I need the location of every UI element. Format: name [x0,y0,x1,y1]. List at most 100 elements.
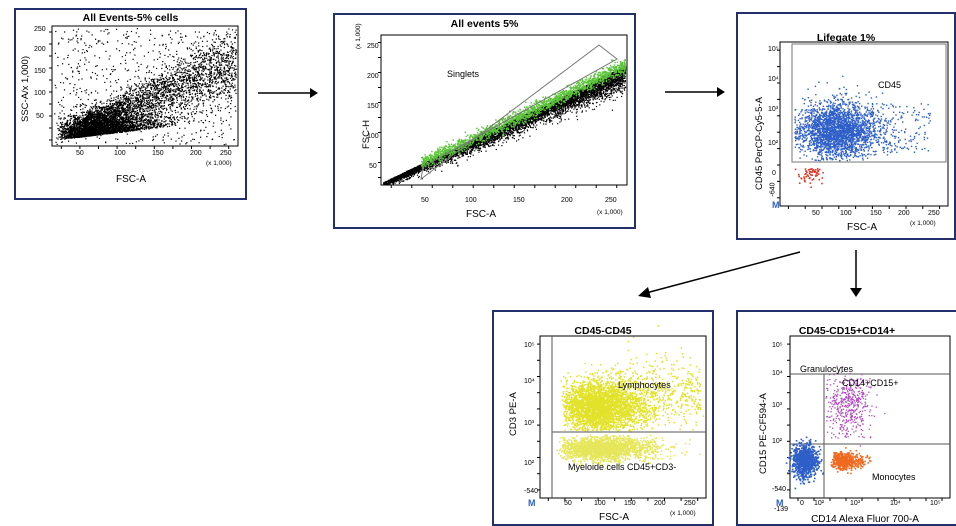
scatter-plot [777,41,949,209]
x-tick: 200 [561,197,573,204]
y-tick: 10³ [768,106,778,113]
event-dots [54,28,238,146]
y-tick: 10² [768,140,778,147]
panel-title: CD45-CD45 [494,325,712,337]
y-tick: 10² [772,438,782,445]
panel-title: Lifegate 1% [738,32,954,44]
cd45-gate [791,43,947,163]
x-tick: 10⁴ [890,500,901,507]
y-tick: 10⁴ [772,370,783,377]
y-tick: 10⁵ [772,342,783,349]
x-tick: 150 [152,150,164,157]
y-tick: 10⁴ [524,378,535,385]
x-tick: 50 [564,500,572,507]
x-tick: 200 [654,500,666,507]
x-tick: 10⁵ [930,500,941,507]
plot-area [539,335,707,499]
x-tick: 200 [190,150,202,157]
gate-label-cd45: CD45 [878,80,901,90]
x-tick: 150 [624,500,636,507]
y-tick: 150 [367,103,379,110]
marker-m-icon: M [772,200,780,210]
x-tick: 0 [800,500,804,507]
y-tick: -540 [524,488,538,495]
x-tick: 50 [812,210,820,217]
x-axis-label: CD14 Alexa Fluor 700-A [790,514,940,525]
plot-area [380,34,628,186]
x-tick: 250 [684,500,696,507]
event-dots [785,436,825,490]
y-tick: -640 [770,182,777,196]
y-axis-label: CD45 PerCP-Cy5-5-A [754,97,765,190]
y-tick: 250 [34,26,46,33]
x-axis-label: FSC-A [461,209,501,220]
gate-label-monocytes: Monocytes [872,472,916,482]
x-tick: 200 [898,210,910,217]
panel-title: All events 5% [335,18,634,30]
x-axis-label: FSC-A [842,222,882,233]
x-scale-label: (x 1,000) [670,510,696,517]
x-scale-label: (x 1,000) [206,160,232,167]
x-scale-label: (x 1,000) [597,209,623,216]
y-tick: 50 [369,163,377,170]
plot-panel-cd45-cd45: CD45-CD45 CD3 PE-A FSC-A Lymphocytes Mye… [492,310,714,526]
plot-area [779,41,949,207]
x-axis-label: FSC-A [111,174,151,185]
y-scale-label: (x 1,000) [355,23,362,49]
gate-label-singlets: Singlets [447,69,479,79]
y-axis-label: SSC-A/x 1,000) [20,56,31,122]
y-tick: 100 [367,133,379,140]
event-dots [794,75,931,162]
marker-m-icon: M [776,498,784,508]
y-tick: 150 [34,68,46,75]
x-tick: 10³ [850,500,860,507]
y-tick: 10³ [524,420,534,427]
plot-area [789,335,951,499]
x-tick: 50 [421,197,429,204]
x-tick: 10² [814,500,824,507]
x-tick: 250 [928,210,940,217]
scatter-plot [785,335,951,501]
x-tick: 100 [114,150,126,157]
gate-label-cd14-cd15: CD14+CD15+ [842,378,899,388]
x-tick: 100 [594,500,606,507]
y-tick: 10⁵ [768,46,779,53]
plot-panel-singlets: All events 5% FSC-H FSC-A Singlets (x 1,… [333,13,636,229]
scatter-plot [49,25,239,149]
x-scale-label: (x 1,000) [910,220,936,227]
y-tick: -540 [772,486,786,493]
x-tick: 100 [840,210,852,217]
event-dots [823,365,886,447]
gate-label-myeloid: Myeloide cells CD45+CD3- [568,462,676,472]
y-tick: 250 [367,43,379,50]
x-tick: 250 [605,197,617,204]
event-dots [560,325,705,450]
scatter-plot [537,325,707,501]
y-tick: 10⁵ [524,342,535,349]
y-tick: 10² [524,460,534,467]
arrow-right-icon [258,88,318,98]
plot-panel-all-events-cells: All Events-5% cells SSC-A/x 1,000) FSC-A… [14,8,247,200]
arrow-down-left-icon [638,251,801,298]
gate-label-granulocytes: Granulocytes [800,364,853,374]
scatter-plot [378,34,628,188]
y-axis-label: CD15 PE-CF594-A [758,393,769,474]
x-tick: 150 [870,210,882,217]
arrow-down-icon [850,250,862,297]
marker-m-icon: M [528,498,536,508]
x-tick: 250 [220,150,232,157]
x-tick: -139 [774,506,788,513]
x-tick: 150 [513,197,525,204]
y-tick: 100 [34,90,46,97]
gate-label-lymphocytes: Lymphocytes [618,380,671,390]
plot-panel-lifegate: Lifegate 1% CD45 PerCP-Cy5-5-A FSC-A CD4… [736,12,956,240]
plot-panel-cd45-cd15-cd14: CD45-CD15+CD14+ CD15 PE-CF594-A CD14 Ale… [736,310,956,526]
y-tick: 50 [36,113,44,120]
y-tick: 200 [367,73,379,80]
panel-title: All Events-5% cells [16,12,245,24]
x-tick: 100 [465,197,477,204]
event-dots [830,447,872,475]
plot-area [51,25,239,147]
y-tick: 10⁴ [768,76,779,83]
arrow-right-icon [665,87,725,97]
